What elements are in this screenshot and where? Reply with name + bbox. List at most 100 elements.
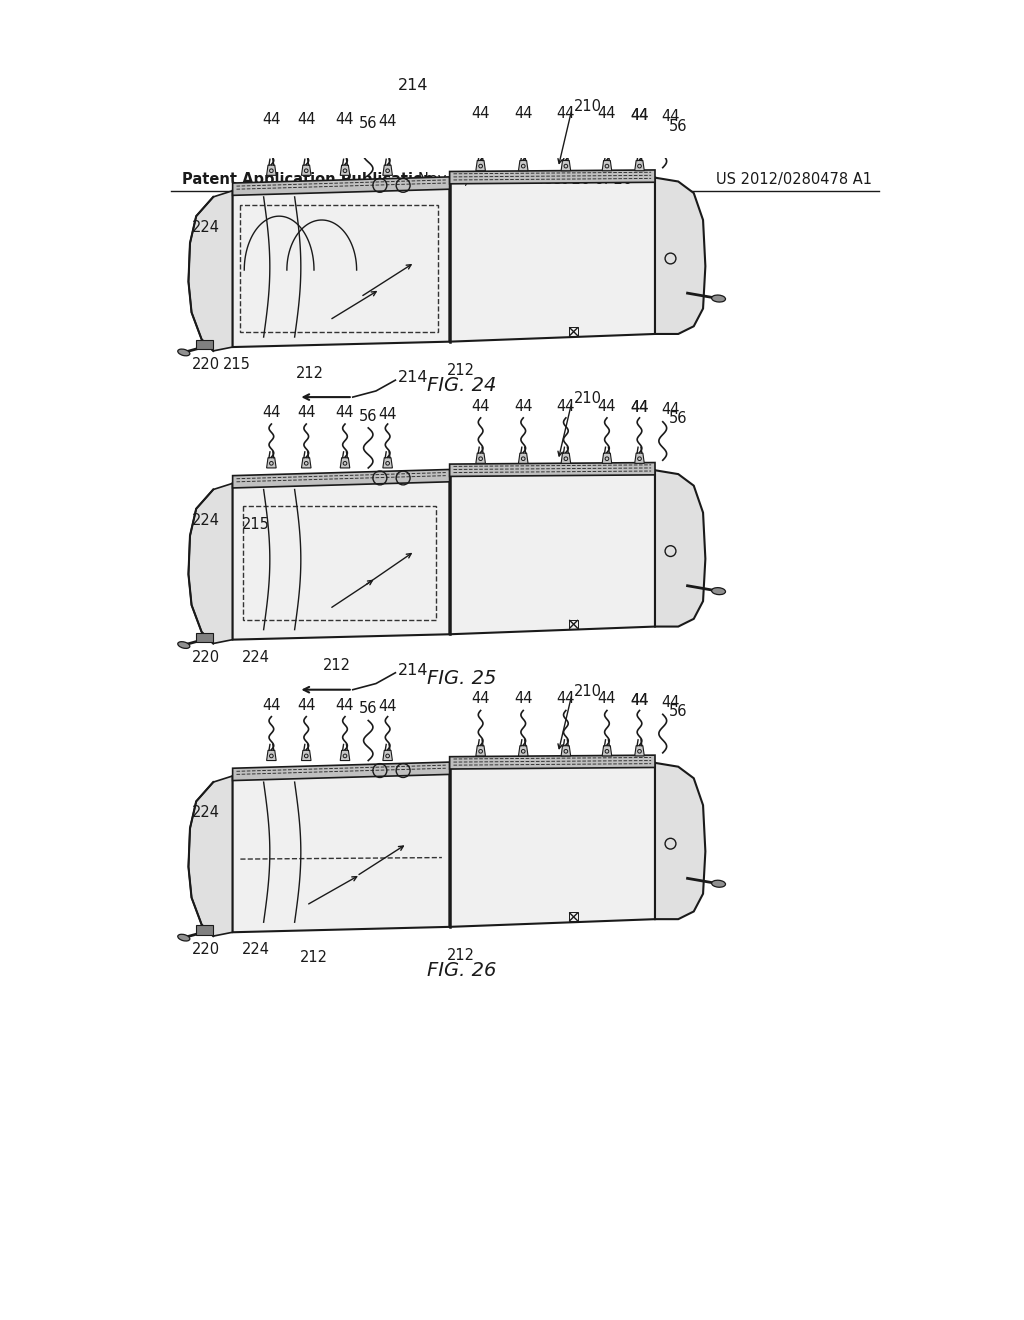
Polygon shape [635,746,644,756]
Text: 220: 220 [191,942,219,957]
Ellipse shape [712,296,726,302]
Text: 56: 56 [359,409,378,424]
Text: Patent Application Publication: Patent Application Publication [182,173,434,187]
Polygon shape [232,177,450,195]
Text: 214: 214 [397,78,428,92]
Polygon shape [450,755,655,770]
Text: 214: 214 [397,371,428,385]
Text: 220: 220 [191,649,219,665]
Polygon shape [561,161,570,170]
Text: 44: 44 [336,697,354,713]
Text: 224: 224 [191,805,219,821]
Text: 44: 44 [514,106,532,121]
Polygon shape [518,161,528,170]
Text: 212: 212 [324,657,351,673]
Ellipse shape [178,642,189,648]
Polygon shape [602,161,611,170]
Text: 44: 44 [297,405,315,420]
Text: 44: 44 [471,692,489,706]
Polygon shape [188,483,232,644]
Text: 44: 44 [662,110,680,124]
Text: 210: 210 [573,391,602,407]
Text: 56: 56 [669,119,687,133]
Text: FIG. 24: FIG. 24 [427,376,496,395]
Polygon shape [450,763,655,927]
Text: 44: 44 [598,399,616,414]
Polygon shape [383,750,392,760]
Ellipse shape [712,880,726,887]
Polygon shape [450,462,655,477]
Bar [197,925,213,935]
Text: 44: 44 [336,405,354,420]
Text: 56: 56 [669,411,687,426]
Text: 212: 212 [300,950,328,965]
Polygon shape [561,746,570,756]
Polygon shape [340,458,350,469]
Text: 44: 44 [514,692,532,706]
Polygon shape [655,763,706,919]
Text: 44: 44 [297,697,315,713]
Text: FIG. 25: FIG. 25 [427,669,496,688]
Polygon shape [476,746,485,756]
Text: 44: 44 [662,694,680,710]
Bar [197,341,213,350]
Polygon shape [266,750,276,760]
Text: 212: 212 [447,948,475,962]
Polygon shape [340,165,350,176]
Text: 44: 44 [662,401,680,417]
Text: 224: 224 [242,649,270,665]
Polygon shape [602,453,611,463]
Polygon shape [655,178,706,334]
Bar [569,327,579,337]
Text: 210: 210 [573,99,602,114]
Text: Nov. 8, 2012   Sheet 20 of 20: Nov. 8, 2012 Sheet 20 of 20 [418,173,632,187]
Polygon shape [450,178,655,342]
Text: 44: 44 [630,108,649,123]
Text: 210: 210 [573,684,602,698]
Polygon shape [232,762,450,780]
Polygon shape [232,183,450,347]
Text: 56: 56 [359,701,378,717]
Polygon shape [635,453,644,463]
Polygon shape [450,470,655,635]
Ellipse shape [178,348,189,356]
Text: 44: 44 [471,399,489,414]
Text: 224: 224 [191,512,219,528]
Polygon shape [188,776,232,936]
Text: 44: 44 [379,700,397,714]
Polygon shape [301,750,311,760]
Text: 44: 44 [379,407,397,421]
Text: 215: 215 [242,516,269,532]
Text: 44: 44 [630,693,649,708]
Text: 212: 212 [296,367,325,381]
Text: 212: 212 [447,363,475,378]
Text: 44: 44 [630,108,649,123]
Polygon shape [450,170,655,183]
Text: 44: 44 [514,399,532,414]
Polygon shape [655,470,706,627]
Text: 224: 224 [191,220,219,235]
Text: 44: 44 [557,399,575,414]
Polygon shape [476,161,485,170]
Text: 44: 44 [630,693,649,708]
Text: 44: 44 [262,405,281,420]
Text: 44: 44 [630,400,649,416]
Text: 220: 220 [191,358,219,372]
Text: 56: 56 [359,116,378,131]
Bar [569,619,579,628]
Polygon shape [561,453,570,463]
Text: 44: 44 [297,112,315,128]
Polygon shape [232,768,450,932]
Polygon shape [383,458,392,469]
Text: 214: 214 [397,663,428,678]
Text: 215: 215 [222,358,251,372]
Polygon shape [476,453,485,463]
Bar [569,912,579,921]
Polygon shape [188,191,232,351]
Polygon shape [518,453,528,463]
Text: FIG. 26: FIG. 26 [427,961,496,981]
Polygon shape [518,746,528,756]
Ellipse shape [712,587,726,594]
Text: 56: 56 [669,704,687,719]
Text: 44: 44 [557,106,575,121]
